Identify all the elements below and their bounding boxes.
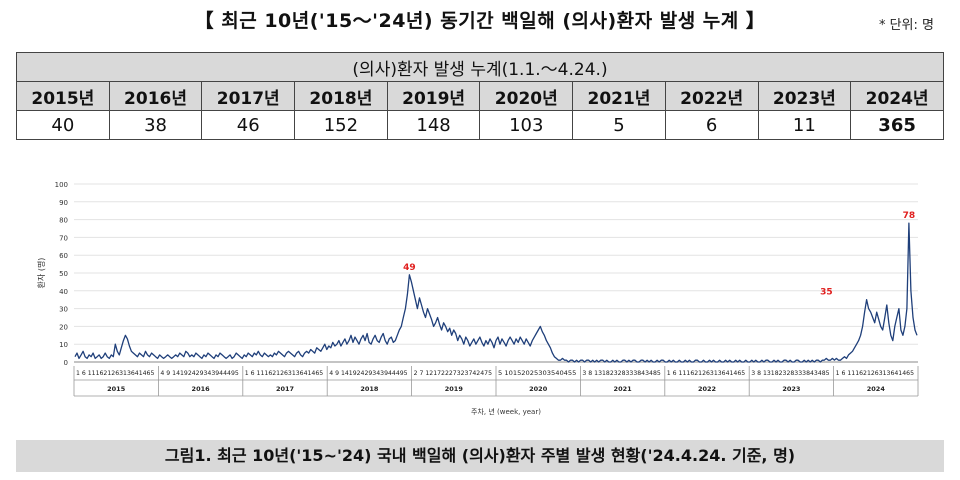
weekly-cases-line-chart: 0 10 20 30 40 50 60 70 80 90 100 환자 (명) 1 6 11162126…: [36, 181, 919, 416]
year-value: 6: [664, 110, 759, 140]
y-tick-label: 20: [59, 323, 68, 331]
y-tick-label: 0: [64, 359, 68, 367]
year-label: 2024: [867, 385, 886, 393]
year-header: 2021년: [572, 81, 666, 111]
year-label: 2015: [107, 385, 126, 393]
year-label: 2021: [614, 385, 633, 393]
unit-note: * 단위: 명: [878, 18, 934, 33]
year-label: 2017: [276, 385, 294, 393]
year-value: 38: [108, 110, 203, 140]
year-value: 365: [850, 110, 944, 140]
year-value: 40: [16, 110, 110, 140]
week-tick-labels: 1 6 11162126313641465: [667, 370, 745, 377]
x-axis-label: 주차, 년 (week, year): [471, 407, 541, 416]
week-tick-labels: 4 9 14192429343944495: [329, 370, 407, 377]
week-tick-labels: 5 10152025303540455: [498, 370, 576, 377]
week-tick-labels: 1 6 11162126313641465: [76, 370, 154, 377]
week-tick-labels: 3 8 13182328333843485: [582, 370, 660, 377]
year-label: 2023: [782, 385, 800, 393]
y-tick-label: 70: [59, 234, 68, 242]
year-header: 2017년: [201, 81, 296, 111]
week-tick-labels: 4 9 14192429343944495: [160, 370, 238, 377]
year-label: 2019: [445, 385, 464, 393]
y-tick-label: 100: [55, 181, 68, 189]
y-tick-label: 50: [59, 270, 68, 278]
year-header: 2015년: [16, 81, 110, 111]
series-line: [74, 222, 918, 363]
year-header: 2022년: [664, 81, 759, 111]
year-header: 2024년: [850, 81, 944, 111]
year-value: 152: [294, 110, 388, 140]
year-header-row: 2015년 2016년 2017년 2018년 2019년 2020년 2021년 2022년…: [16, 81, 944, 111]
report-title: 【 최근 10년('15～'24년) 동기간 백일해 (의사)환자 발생 누계 …: [194, 10, 766, 32]
year-label: 2020: [529, 385, 548, 393]
year-header: 2019년: [386, 81, 481, 111]
table-caption: (의사)환자 발생 누계(1.1.～4.24.): [16, 52, 944, 82]
year-header: 2018년: [294, 81, 388, 111]
y-tick-label: 80: [59, 217, 68, 225]
year-value: 5: [572, 110, 666, 140]
peak-annotation: 78: [903, 211, 916, 221]
y-tick-label: 40: [59, 288, 68, 296]
figure-caption: 그림1. 최근 10년('15~'24) 국내 백일해 (의사)환자 주별 발생…: [16, 440, 944, 472]
week-tick-labels: 3 8 13182328333843485: [751, 370, 829, 377]
year-header: 2020년: [479, 81, 574, 111]
year-value: 103: [479, 110, 574, 140]
week-tick-labels: 2 7 12172227323742475: [414, 370, 492, 377]
year-label: 2016: [192, 385, 211, 393]
cumulative-cases-table: (의사)환자 발생 누계(1.1.～4.24.) 2015년 2016년 2017년…: [16, 52, 944, 140]
peak-annotation: 49: [403, 263, 416, 273]
year-header: 2023년: [757, 81, 852, 111]
year-value: 46: [201, 110, 296, 140]
y-tick-label: 60: [59, 252, 68, 260]
y-tick-label: 10: [59, 341, 68, 349]
year-value: 11: [757, 110, 852, 140]
y-tick-label: 30: [59, 306, 68, 314]
year-value: 148: [386, 110, 481, 140]
week-tick-labels: 1 6 11162126313641465: [245, 370, 323, 377]
y-tick-label: 90: [59, 199, 68, 207]
week-tick-labels: 1 6 11162126313641465: [836, 370, 914, 377]
y-axis-label: 환자 (명): [36, 258, 46, 289]
year-label: 2022: [698, 385, 716, 393]
year-header: 2016년: [108, 81, 203, 111]
value-row: 40 38 46 152 148 103 5 6 11 365: [16, 110, 944, 140]
peak-annotation: 35: [820, 288, 833, 298]
year-label: 2018: [360, 385, 379, 393]
